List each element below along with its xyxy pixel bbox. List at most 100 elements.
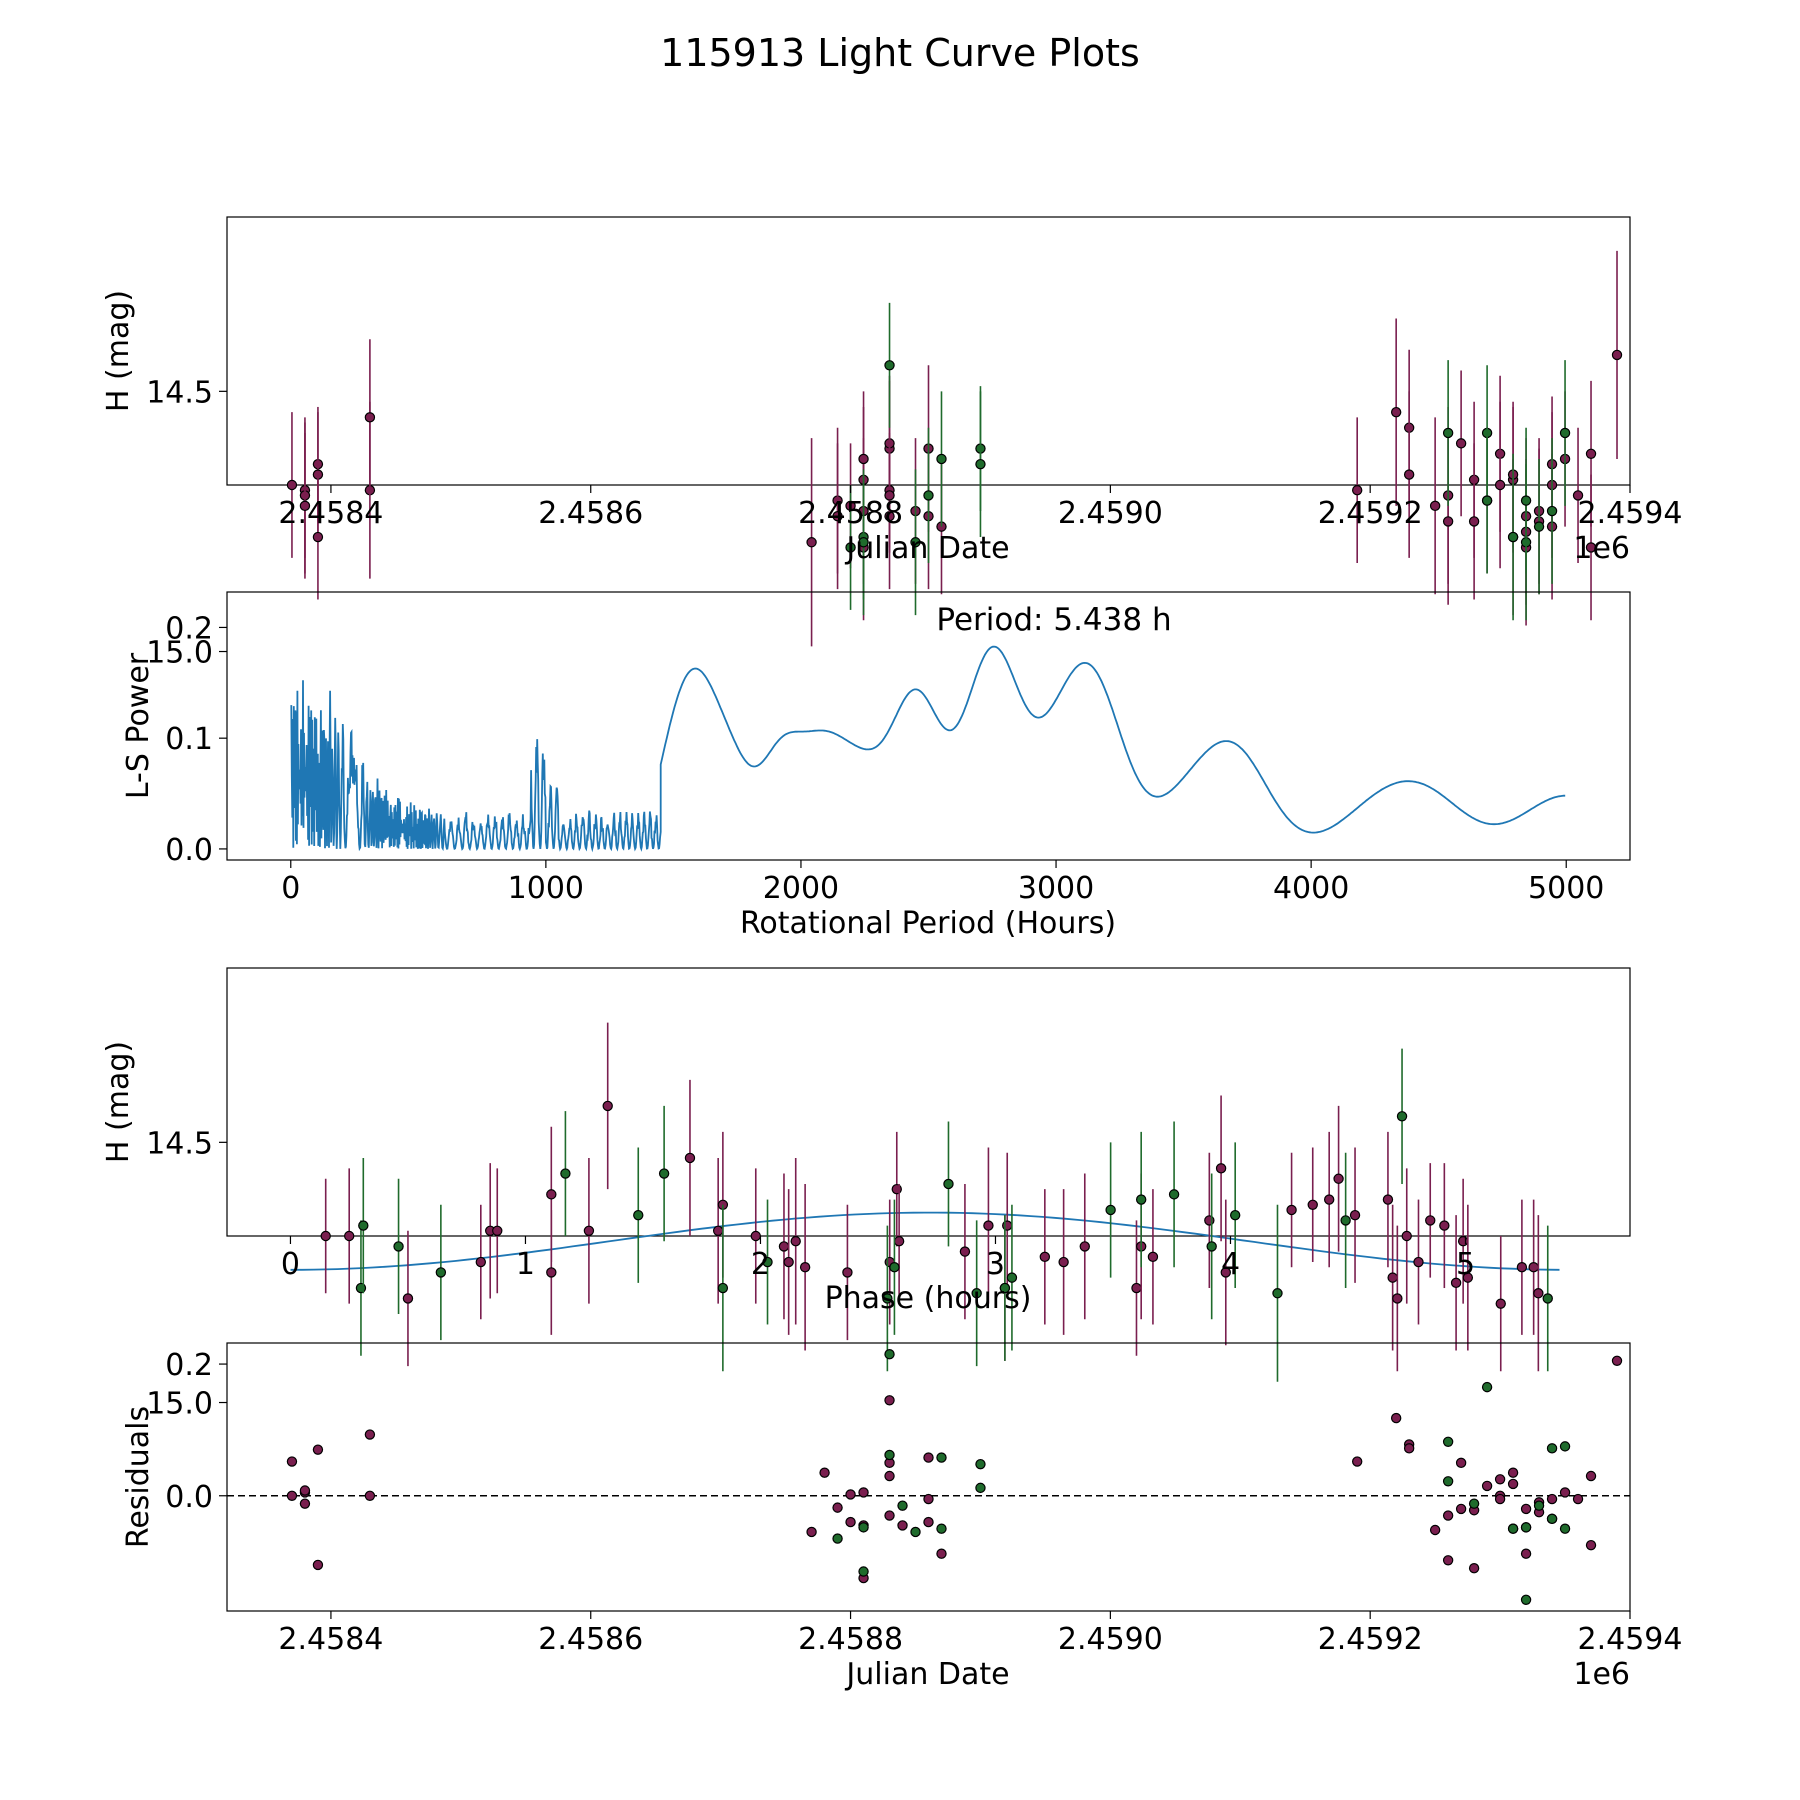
lightcurve-point-survey_a	[806, 537, 817, 548]
residuals-point-survey_a	[1546, 1493, 1558, 1505]
residuals-point-survey_a	[1585, 1470, 1597, 1482]
residuals-point-survey_b	[1559, 1523, 1571, 1534]
phased-point-survey_a	[1528, 1262, 1539, 1273]
lightcurve-point-survey_b	[1546, 505, 1558, 517]
residuals-xtick-label: 2.4592	[1318, 1622, 1423, 1657]
phased-point-survey_a	[1204, 1215, 1215, 1226]
phased-xtick-label: 2	[751, 1247, 770, 1282]
phased-point-survey_a	[1387, 1272, 1398, 1283]
lightcurve-xlabel: Julian Date	[844, 531, 1009, 566]
residuals-xtick-label: 2.4588	[798, 1622, 903, 1657]
lightcurve-ylabel: H (mag)	[101, 290, 136, 412]
lightcurve-point-survey_a	[1442, 516, 1454, 527]
lightcurve-offset-label: 1e6	[1573, 531, 1630, 566]
phased-point-survey_b	[889, 1262, 900, 1273]
phased-point-survey_a	[712, 1225, 724, 1236]
residuals-ytick-label: 0.2	[165, 1348, 213, 1383]
residuals-point-survey_a	[312, 1444, 324, 1455]
residuals-point-survey_b	[1520, 1594, 1532, 1606]
panel-phased: 0 1 2 3 4 5 14.5 15.0 Phase (hours) H (mag)	[101, 967, 1631, 1422]
residuals-point-survey_b	[1481, 1381, 1493, 1393]
residuals-offset-label: 1e6	[1573, 1657, 1630, 1692]
residuals-point-survey_a	[1351, 1456, 1363, 1467]
residuals-point-survey_b	[884, 1449, 895, 1461]
lightcurve-point-survey_a	[1403, 469, 1415, 480]
residuals-point-survey_b	[910, 1526, 921, 1538]
residuals-point-survey_b	[1546, 1443, 1558, 1454]
residuals-ylabel: Residuals	[121, 1406, 156, 1548]
lightcurve-xtick-label: 2.4588	[798, 496, 903, 531]
phased-point-survey_a	[492, 1225, 503, 1236]
residuals-point-survey_a	[1442, 1555, 1454, 1566]
phased-point-survey_a	[1401, 1230, 1412, 1242]
residuals-frame	[226, 1342, 1631, 1612]
phased-point-survey_a	[684, 1152, 696, 1164]
phased-point-survey_b	[435, 1267, 447, 1278]
residuals-point-survey_b	[936, 1452, 947, 1463]
figure-title: 115913 Light Curve Plots	[660, 31, 1140, 75]
lightcurve-point-survey_a	[364, 412, 376, 423]
residuals-xtick-label: 2.4584	[278, 1622, 383, 1657]
residuals-point-survey_a	[1585, 1539, 1597, 1551]
residuals-point-survey_a	[299, 1498, 311, 1509]
residuals-point-survey_a	[1442, 1510, 1454, 1521]
residuals-point-survey_a	[806, 1526, 817, 1538]
residuals-xtick-label: 2.4586	[538, 1622, 643, 1657]
phased-point-survey_a	[842, 1267, 853, 1278]
lightcurve-point-survey_a	[1585, 542, 1597, 553]
phased-xtick-label: 3	[986, 1247, 1005, 1282]
phased-point-survey_a	[1450, 1277, 1462, 1289]
lightcurve-point-survey_a	[1390, 406, 1402, 418]
phased-point-survey_a	[1147, 1251, 1159, 1263]
residuals-point-survey_b	[975, 1458, 986, 1470]
lightcurve-point-survey_a	[299, 500, 311, 512]
lightcurve-point-survey_a	[286, 479, 298, 491]
residuals-point-survey_a	[845, 1489, 856, 1500]
residuals-point-survey_a	[364, 1429, 376, 1440]
residuals-point-survey_a	[884, 1470, 895, 1482]
lightcurve-point-survey_b	[884, 360, 895, 371]
panel-lightcurve: 2.4584 2.4586 2.4588 2.4590 2.4592 2.4594 14.5…	[101, 216, 1683, 671]
residuals-point-survey_b	[1546, 1513, 1558, 1525]
phased-point-survey_a	[790, 1236, 801, 1247]
phased-point-survey_a	[1286, 1204, 1297, 1216]
phased-point-survey_a	[750, 1230, 761, 1242]
residuals-point-survey_a	[923, 1452, 934, 1463]
phased-xtick-label: 1	[516, 1247, 535, 1282]
phased-point-survey_a	[1495, 1298, 1506, 1309]
residuals-point-survey_a	[923, 1516, 934, 1528]
residuals-point-survey_a	[1494, 1493, 1506, 1505]
residuals-point-survey_a	[897, 1520, 908, 1531]
residuals-point-survey_a	[1572, 1493, 1584, 1505]
phased-point-survey_a	[1439, 1220, 1450, 1231]
residuals-point-survey_a	[1611, 1355, 1623, 1366]
phased-point-survey_a	[1079, 1241, 1090, 1252]
lightcurve-xtick-label: 2.4584	[278, 496, 383, 531]
residuals-point-survey_b	[1520, 1522, 1532, 1533]
lightcurve-point-survey_b	[975, 458, 986, 470]
phased-point-survey_a	[1307, 1199, 1318, 1210]
residuals-point-survey_a	[1455, 1503, 1467, 1515]
residuals-point-survey_a	[1390, 1412, 1402, 1424]
phased-ylabel: H (mag)	[101, 1041, 136, 1163]
residuals-point-survey_a	[299, 1485, 311, 1496]
phased-point-survey_b	[633, 1209, 644, 1221]
phased-xtick-label: 4	[1221, 1247, 1240, 1282]
lightcurve-xtick-label: 2.4594	[1578, 496, 1683, 531]
phased-point-survey_a	[320, 1230, 331, 1242]
residuals-point-survey_a	[1455, 1457, 1467, 1469]
lightcurve-point-survey_b	[923, 490, 934, 501]
residuals-point-survey_a	[884, 1510, 895, 1521]
phased-point-survey_a	[1425, 1215, 1436, 1226]
phased-point-survey_b	[1272, 1288, 1283, 1299]
period-annotation: Period: 5.438 h	[936, 602, 1171, 638]
phased-point-survey_a	[1220, 1267, 1231, 1278]
phased-point-survey_a	[778, 1241, 790, 1252]
phased-point-survey_a	[1058, 1256, 1069, 1268]
periodogram-axes: 0 1000 2000 3000 4000 5000 0.0 0.1 0.2	[165, 611, 1604, 906]
residuals-point-survey_b	[1533, 1500, 1545, 1511]
residuals-point-survey_b	[858, 1522, 869, 1533]
phased-point-survey_b	[971, 1288, 982, 1299]
residuals-point-survey_b	[858, 1566, 869, 1577]
phased-point-survey_b	[1229, 1209, 1241, 1221]
